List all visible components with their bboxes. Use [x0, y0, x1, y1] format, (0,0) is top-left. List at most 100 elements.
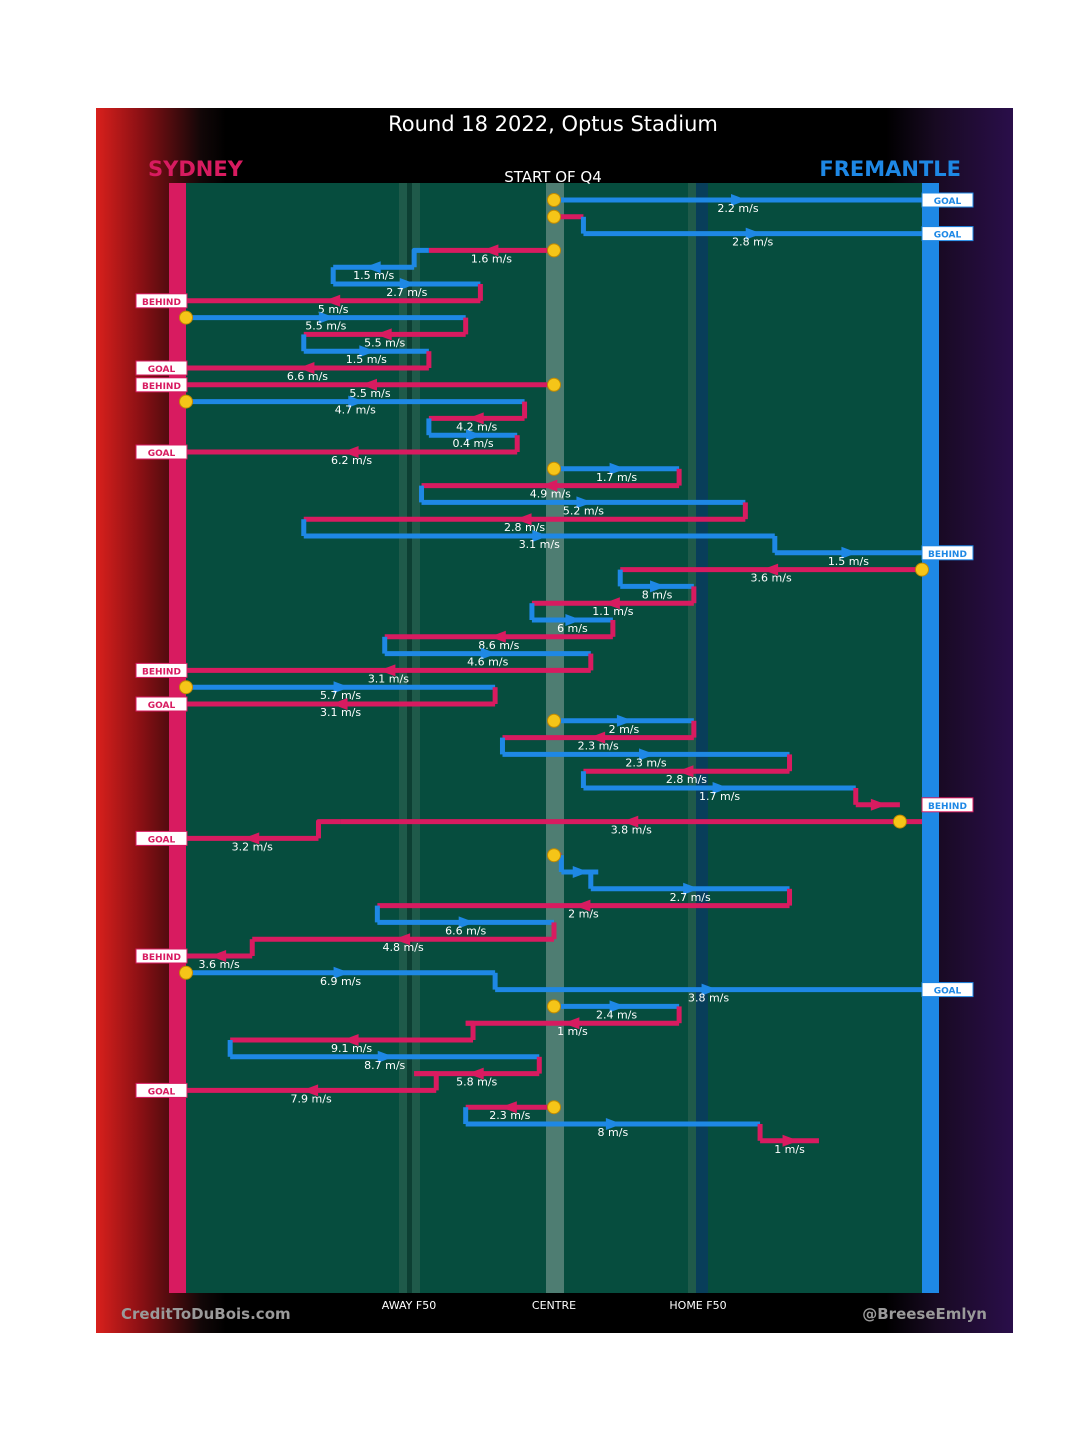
- chart-subtitle: START OF Q4: [504, 168, 602, 186]
- outcome-badge: [135, 360, 188, 376]
- direction-arrow: [348, 395, 365, 408]
- direction-arrow: [302, 1084, 319, 1097]
- speed-label: 8.6 m/s: [478, 639, 519, 652]
- credit-right: @BreeseEmlyn: [862, 1305, 987, 1323]
- outcome-badge: [921, 226, 974, 242]
- direction-arrow: [609, 1000, 626, 1013]
- direction-arrow: [574, 899, 591, 912]
- chain-connector: [465, 1020, 476, 1040]
- chain-start-marker: [547, 461, 561, 476]
- direction-arrow: [515, 513, 532, 526]
- direction-arrow: [377, 1050, 394, 1063]
- direction-arrow: [782, 1134, 799, 1147]
- speed-label: 7.9 m/s: [291, 1092, 332, 1105]
- speed-label: 5.5 m/s: [349, 387, 390, 400]
- speed-label: 3.6 m/s: [751, 572, 792, 585]
- outcome-badge: [135, 662, 188, 678]
- chain-start-marker: [547, 1100, 561, 1115]
- speed-label: 1.7 m/s: [699, 790, 740, 803]
- outcome-label: GOAL: [148, 835, 176, 845]
- speed-label: 2 m/s: [609, 723, 640, 736]
- away-team-label: FREMANTLE: [819, 157, 961, 181]
- outcome-badge: [135, 377, 188, 393]
- speed-label: 6.6 m/s: [445, 924, 486, 937]
- speed-label: 5.7 m/s: [320, 689, 361, 702]
- direction-arrow: [458, 916, 475, 929]
- chart: Round 18 2022, Optus Stadium SYDNEY FREM…: [121, 112, 987, 1323]
- speed-label: 3.1 m/s: [320, 706, 361, 719]
- direction-arrow: [333, 966, 350, 979]
- speed-label: 1.1 m/s: [592, 605, 633, 618]
- outcome-badge: [921, 545, 974, 561]
- outcome-label: GOAL: [934, 987, 962, 997]
- outcome-label: GOAL: [148, 449, 176, 459]
- speed-label: 1.7 m/s: [596, 471, 637, 484]
- outcome-badge: [921, 192, 974, 208]
- outcome-badge: [135, 1082, 188, 1098]
- outcome-label: GOAL: [934, 231, 962, 241]
- direction-arrow: [532, 530, 549, 542]
- direction-arrow: [731, 194, 747, 206]
- outcome-label: BEHIND: [142, 382, 181, 392]
- speed-label: 4.7 m/s: [335, 404, 376, 417]
- direction-arrow: [331, 698, 348, 710]
- direction-arrow: [482, 244, 499, 257]
- outcome-label: GOAL: [148, 365, 176, 375]
- speed-label: 3.8 m/s: [688, 992, 729, 1005]
- direction-arrow: [565, 614, 582, 626]
- direction-arrow: [342, 1034, 359, 1046]
- direction-arrow: [333, 681, 350, 694]
- speed-label: 2.8 m/s: [732, 236, 773, 249]
- chain-connector: [411, 247, 429, 268]
- direction-arrow: [701, 983, 718, 996]
- direction-arrow: [359, 345, 376, 358]
- credit-left: CreditToDuBois.com: [121, 1305, 291, 1323]
- speed-label: 2.7 m/s: [386, 286, 427, 299]
- direction-arrow: [210, 950, 227, 962]
- speed-label: 3.2 m/s: [232, 840, 273, 853]
- outcome-badge: [921, 797, 974, 813]
- chain-start-marker: [179, 965, 193, 980]
- chains-layer: 2.2 m/s GOAL 2.8 m/s GOAL 1.6 m/s 1.5 m/s 2.7 …: [135, 192, 974, 1156]
- speed-label: 3.1 m/s: [519, 538, 560, 551]
- speed-label: 5.8 m/s: [456, 1076, 497, 1089]
- speed-label: 8 m/s: [642, 588, 673, 601]
- direction-arrow: [616, 714, 633, 727]
- sydney-goal-bar: [169, 183, 186, 1293]
- chain-connector: [315, 819, 341, 839]
- direction-arrow: [712, 782, 729, 794]
- chain-connector: [414, 1071, 439, 1091]
- speed-label: 0.4 m/s: [452, 437, 493, 450]
- speed-label: 1.5 m/s: [828, 555, 869, 568]
- outcome-label: BEHIND: [142, 298, 181, 308]
- direction-arrow: [572, 866, 589, 878]
- away-f50-inner: [407, 183, 412, 1293]
- outcome-label: BEHIND: [928, 802, 967, 812]
- direction-arrow: [489, 630, 506, 643]
- direction-arrow: [243, 832, 260, 845]
- speed-label: 4.8 m/s: [383, 941, 424, 954]
- speed-label: 4.6 m/s: [467, 656, 508, 669]
- direction-arrow: [500, 1101, 517, 1114]
- speed-label: 2.8 m/s: [666, 773, 707, 786]
- direction-arrow: [318, 311, 335, 324]
- direction-arrow: [762, 563, 779, 576]
- outcome-label: BEHIND: [142, 667, 181, 677]
- direction-arrow: [622, 815, 639, 828]
- speed-label: 3.6 m/s: [199, 958, 240, 971]
- direction-arrow: [745, 227, 762, 240]
- speed-label: 6.2 m/s: [331, 454, 372, 467]
- direction-arrow: [467, 1067, 484, 1080]
- chain-start-marker: [547, 848, 561, 863]
- direction-arrow: [324, 294, 341, 307]
- outcome-badge: [135, 696, 188, 712]
- outcome-badge: [135, 948, 188, 964]
- speed-label: 5.5 m/s: [364, 336, 405, 349]
- speed-label: 6.9 m/s: [320, 975, 361, 988]
- direction-arrow: [466, 429, 483, 442]
- chain-start-marker: [179, 310, 193, 325]
- speed-label: 3.1 m/s: [368, 672, 409, 685]
- chain-start-marker: [179, 680, 193, 695]
- speed-label: 5 m/s: [318, 303, 349, 316]
- speed-label: 2 m/s: [568, 908, 599, 921]
